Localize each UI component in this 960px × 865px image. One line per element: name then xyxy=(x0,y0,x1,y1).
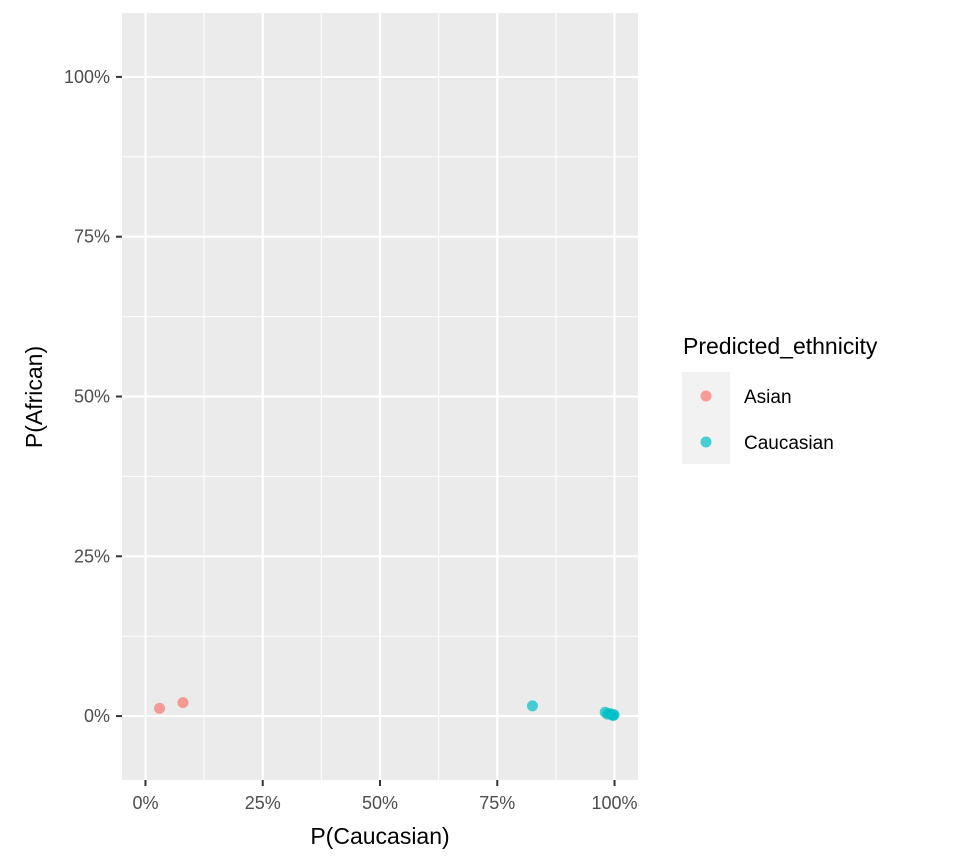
legend-key-asian xyxy=(700,390,712,402)
y-tick-label: 0% xyxy=(84,706,110,726)
y-tick-label: 75% xyxy=(74,227,110,247)
data-point-caucasian xyxy=(608,709,620,721)
x-tick-label: 50% xyxy=(362,793,398,813)
y-tick-label: 50% xyxy=(74,387,110,407)
x-tick-label: 25% xyxy=(245,793,281,813)
legend: Predicted_ethnicity Asian Caucasian xyxy=(682,333,878,464)
x-axis-title: P(Caucasian) xyxy=(310,823,449,849)
legend-title: Predicted_ethnicity xyxy=(683,333,878,359)
data-points xyxy=(154,697,620,721)
data-point-asian xyxy=(177,697,189,709)
legend-label-asian: Asian xyxy=(744,387,792,408)
y-axis: 0% 25% 50% 75% 100% xyxy=(64,67,122,726)
y-tick-label: 25% xyxy=(74,546,110,566)
x-tick-label: 0% xyxy=(132,793,158,813)
y-axis-title: P(African) xyxy=(21,346,47,448)
x-tick-label: 100% xyxy=(592,793,638,813)
major-gridlines xyxy=(122,13,638,780)
data-point-caucasian xyxy=(526,700,538,712)
data-point-asian xyxy=(154,702,166,714)
legend-key-caucasian xyxy=(700,436,712,448)
x-tick-label: 75% xyxy=(479,793,515,813)
legend-label-caucasian: Caucasian xyxy=(744,433,834,454)
x-axis: 0% 25% 50% 75% 100% xyxy=(132,780,638,813)
legend-key-background xyxy=(682,372,730,464)
y-tick-label: 100% xyxy=(64,67,110,87)
